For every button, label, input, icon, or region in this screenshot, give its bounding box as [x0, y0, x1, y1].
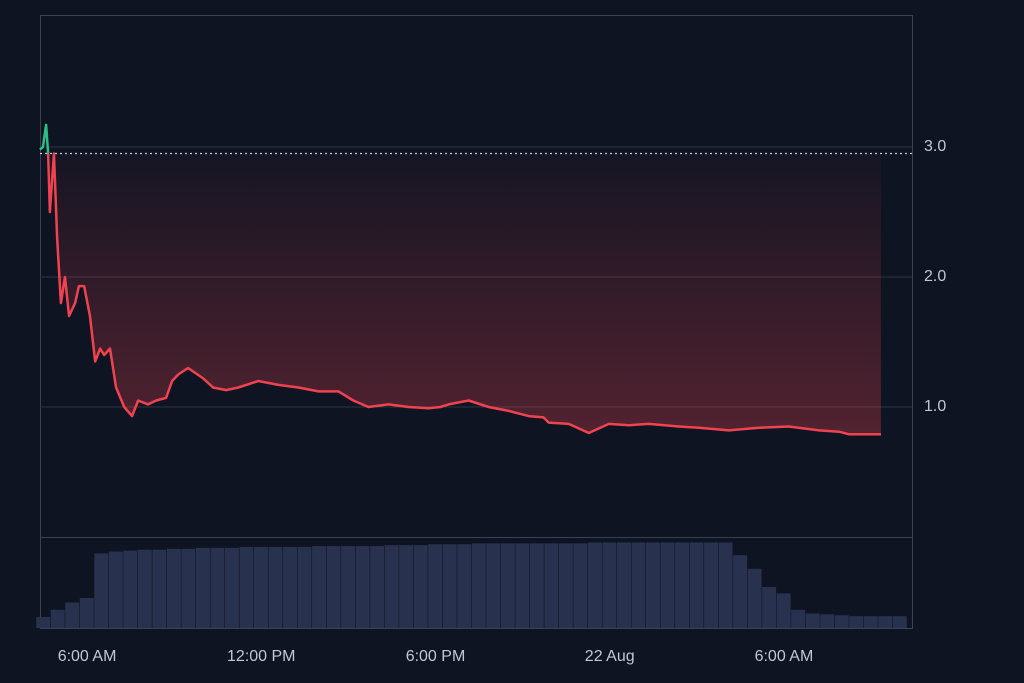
price-line	[39, 123, 50, 154]
volume-bar	[631, 542, 646, 628]
volume-bar	[50, 609, 65, 628]
volume-bar	[587, 542, 602, 628]
volume-bar	[370, 546, 385, 628]
volume-bar	[515, 543, 530, 628]
volume-bar	[689, 542, 704, 628]
volume-bar	[616, 542, 631, 628]
volume-bar	[878, 616, 893, 628]
volume-bar	[239, 547, 254, 628]
volume-bar	[79, 597, 94, 628]
price-line	[46, 152, 881, 436]
volume-bar	[660, 542, 675, 628]
volume-bar	[558, 543, 573, 628]
volume-bar	[166, 548, 181, 628]
volume-bar	[805, 613, 820, 628]
volume-bar	[283, 547, 297, 628]
volume-bar	[108, 551, 123, 628]
volume-bar	[181, 548, 196, 628]
volume-bar	[341, 546, 356, 628]
y-tick-label: 3.0	[924, 138, 946, 155]
volume-bar	[123, 550, 138, 628]
volume-bar	[544, 543, 559, 628]
volume-bar	[820, 614, 835, 628]
volume-bar	[65, 602, 80, 628]
volume-bar	[312, 546, 327, 628]
volume-bar	[36, 617, 51, 628]
volume-bar	[471, 543, 486, 628]
volume-bar	[529, 543, 544, 628]
volume-bar	[675, 542, 689, 628]
volume-bar	[500, 543, 515, 628]
volume-bar	[776, 593, 791, 628]
volume-bar	[863, 616, 878, 628]
volume-bar	[297, 547, 312, 628]
volume-bar	[210, 547, 225, 628]
area-fill	[48, 153, 881, 435]
volume-bar	[268, 547, 283, 628]
volume-bar	[486, 543, 501, 628]
y-tick-label: 1.0	[924, 398, 946, 415]
x-tick-label: 22 Aug	[585, 648, 635, 665]
volume-bar	[747, 568, 762, 628]
x-tick-label: 6:00 PM	[406, 648, 466, 665]
volume-bar	[137, 549, 152, 628]
x-tick-label: 6:00 AM	[58, 648, 117, 665]
volume-bar	[254, 547, 268, 628]
volume-bar	[834, 615, 849, 628]
volume-bar	[602, 542, 617, 628]
volume-bar	[849, 616, 864, 628]
volume-bar	[718, 542, 733, 628]
volume-bar	[791, 609, 806, 628]
volume-bar	[195, 547, 210, 628]
volume-bar	[457, 544, 472, 628]
volume-bar	[733, 555, 748, 628]
volume-bar	[224, 547, 239, 628]
y-tick-label: 2.0	[924, 268, 946, 285]
volume-bar	[646, 542, 660, 628]
x-tick-label: 6:00 AM	[755, 648, 814, 665]
volume-bar	[399, 545, 414, 628]
plot-frame	[40, 15, 913, 629]
volume-bar	[762, 587, 777, 628]
volume-bar	[413, 545, 428, 628]
volume-bar	[94, 553, 109, 628]
volume-bar	[442, 544, 457, 628]
volume-bar	[326, 546, 341, 628]
volume-bar	[892, 616, 907, 628]
volume-bar	[152, 549, 167, 628]
volume-bar	[355, 546, 370, 628]
volume-bar	[704, 542, 719, 628]
volume-bar	[384, 545, 399, 628]
x-tick-label: 12:00 PM	[227, 648, 295, 665]
volume-bar	[428, 544, 443, 628]
volume-bar	[573, 543, 588, 628]
